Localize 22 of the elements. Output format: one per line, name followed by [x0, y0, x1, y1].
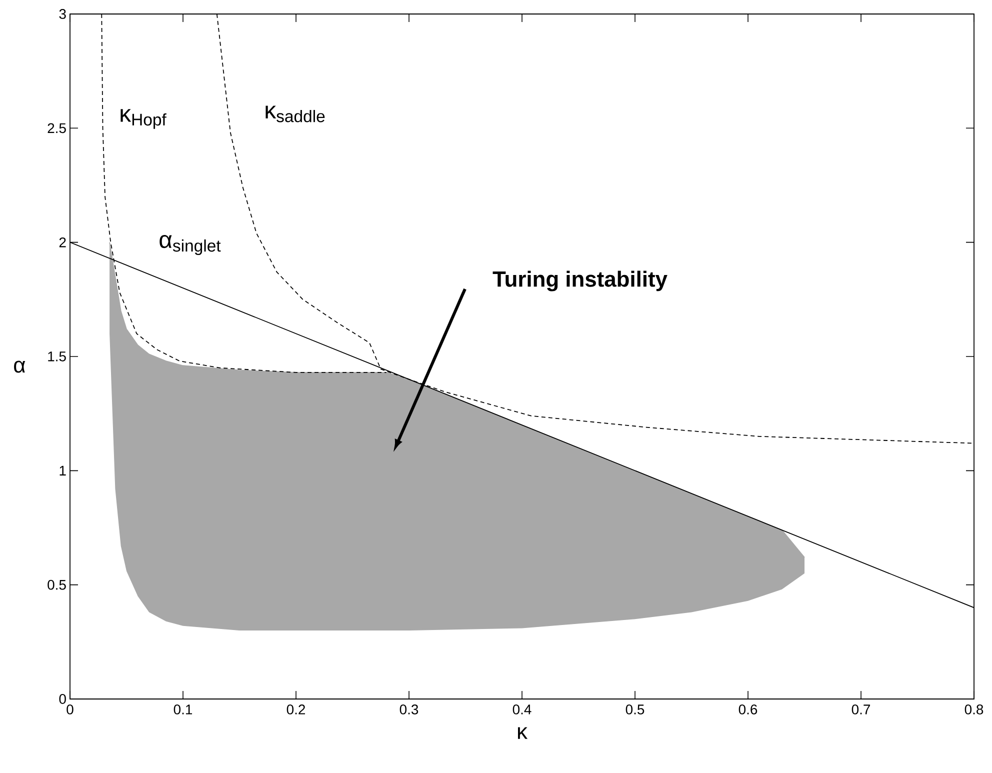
x-tick-label: 0.4: [512, 704, 532, 714]
y-tick-label: 1: [60, 466, 66, 476]
x-tick-label: 0.3: [400, 704, 418, 714]
y-tick-label: 2: [59, 237, 66, 248]
y-tick-label: 0: [59, 694, 66, 704]
x-axis-title: κ: [518, 727, 528, 739]
x-tick-label: 0.6: [738, 704, 758, 714]
x-tick-label: 0.7: [852, 704, 870, 714]
annotation: α$_{singlet}$: [160, 234, 221, 256]
y-axis-title: α: [14, 360, 26, 373]
x-tick-label: 0.1: [174, 704, 192, 714]
annotation: κ$_{Hopf}$: [120, 109, 166, 129]
y-tick-label: 1.5: [48, 352, 66, 362]
x-tick-label: 0.8: [964, 704, 984, 714]
y-tick-label: 3: [59, 9, 66, 19]
y-tick-label: 2.5: [48, 123, 66, 134]
annotation: κ$_{saddle}$: [266, 106, 325, 122]
annotation: Turing instability: [492, 270, 668, 292]
x-tick-label: 0: [66, 704, 74, 714]
y-tick-label: 0.5: [48, 580, 66, 590]
x-tick-label: 0.5: [626, 704, 644, 714]
x-tick-label: 0.2: [286, 704, 305, 714]
